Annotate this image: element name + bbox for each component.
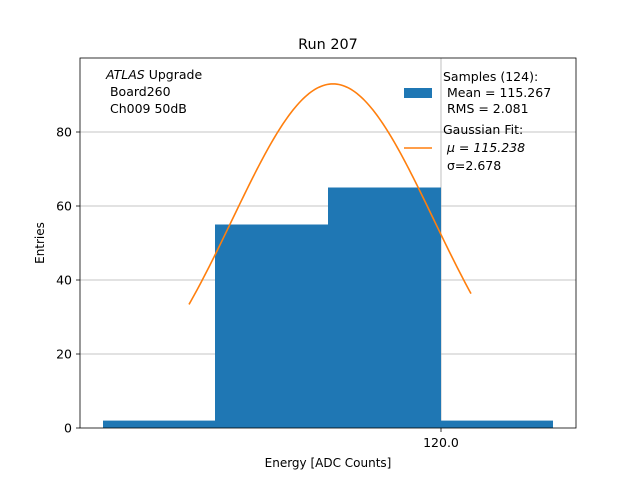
annotation-channel: Ch009 50dB — [106, 101, 187, 116]
annotation-experiment: ATLAS Upgrade — [105, 67, 202, 82]
y-tick-label: 20 — [56, 347, 72, 362]
chart-title: Run 207 — [298, 37, 358, 53]
tick-layer: 0 20 40 60 80 120.0 — [56, 125, 459, 451]
plot-frame — [79, 57, 577, 429]
legend-mean-label: Mean = 115.267 — [443, 85, 551, 100]
x-axis-label: Energy [ADC Counts] — [265, 456, 392, 470]
histogram-bar — [328, 187, 441, 428]
y-axis-label: Entries — [33, 222, 47, 264]
gaussian-fit-layer — [188, 83, 472, 305]
legend-sigma-label: σ=2.678 — [447, 158, 501, 173]
legend-samples-swatch — [404, 88, 432, 98]
legend-fit-label: Gaussian Fit: — [443, 122, 523, 137]
annotation-experiment-suffix: Upgrade — [145, 67, 203, 82]
histogram-bars — [103, 187, 553, 428]
histogram-bar — [215, 224, 328, 428]
y-tick-label: 80 — [56, 125, 72, 140]
legend-mu-text: μ = 115.238 — [446, 140, 525, 155]
annotation-board: Board260 — [106, 84, 171, 99]
histogram-bar — [103, 420, 215, 428]
legend-mu-label: μ = 115.238 — [446, 140, 525, 155]
legend-rms-label: RMS = 2.081 — [443, 101, 529, 116]
legend-samples-label: Samples (124): — [443, 69, 538, 84]
annotation-experiment-name: ATLAS — [105, 67, 145, 82]
y-tick-label: 40 — [56, 273, 72, 288]
gaussian-fit-curve — [188, 83, 472, 305]
y-tick-label: 0 — [64, 421, 72, 436]
y-tick-label: 60 — [56, 199, 72, 214]
legend: Samples (124): Mean = 115.267 RMS = 2.08… — [404, 69, 551, 173]
histogram-bar — [441, 420, 553, 428]
x-tick-label: 120.0 — [423, 435, 459, 450]
legend-sigma-text: σ=2.678 — [447, 158, 501, 173]
